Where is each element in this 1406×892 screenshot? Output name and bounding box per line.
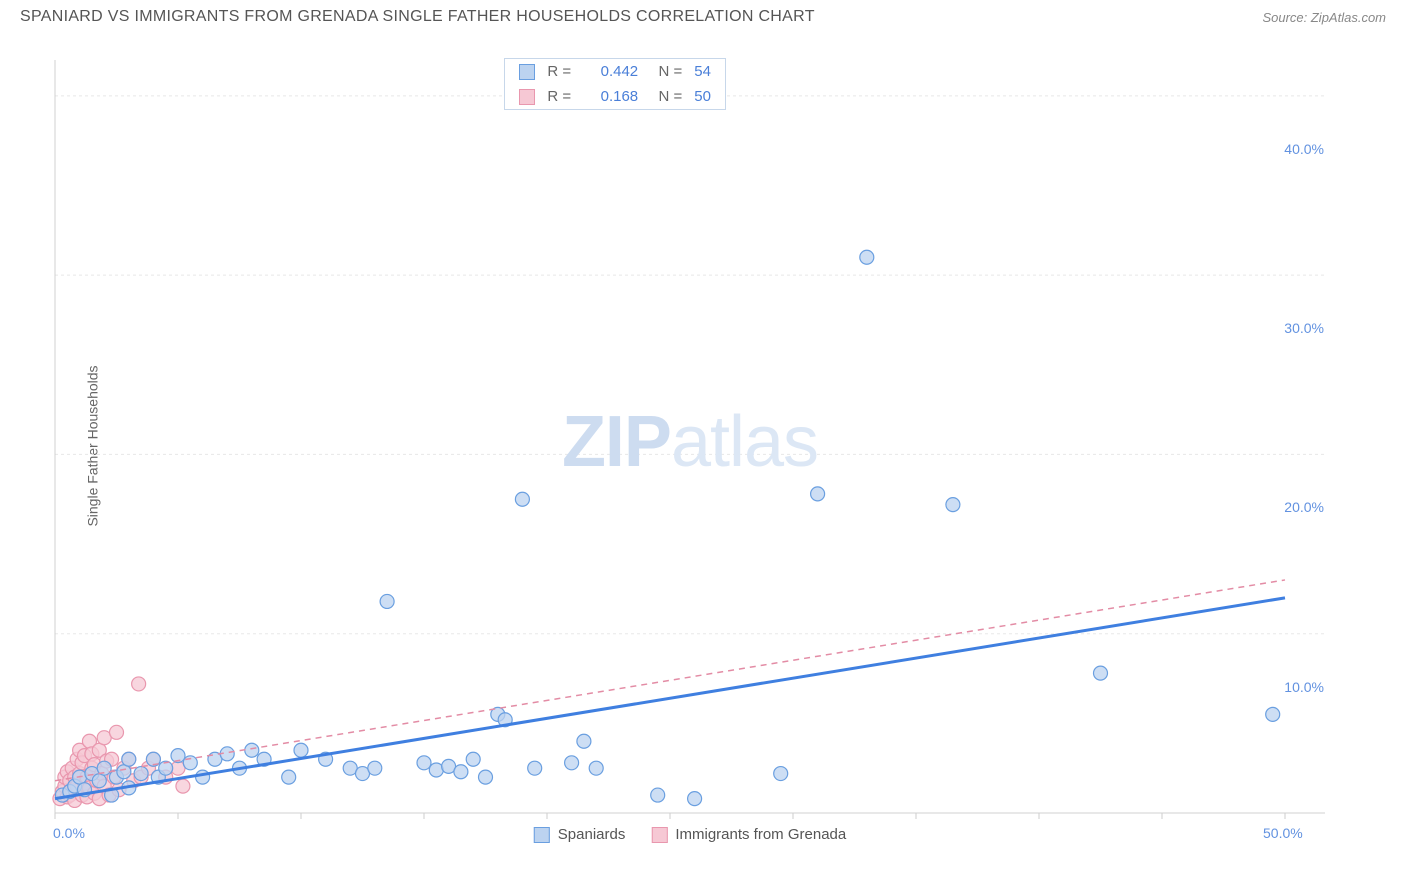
stat-n-label: N = <box>650 63 682 80</box>
y-tick-label: 30.0% <box>1284 320 1324 336</box>
stat-n-label: N = <box>650 88 682 105</box>
stat-n-value: 54 <box>694 63 711 80</box>
series-swatch <box>519 89 535 105</box>
chart-source: Source: ZipAtlas.com <box>1262 10 1386 25</box>
stat-row: R = 0.168 N = 50 <box>505 84 725 109</box>
legend-swatch <box>651 827 667 843</box>
stat-r-label: R = <box>547 88 571 105</box>
chart-header: SPANIARD VS IMMIGRANTS FROM GRENADA SING… <box>0 0 1406 26</box>
correlation-stat-box: R = 0.442 N = 54 R = 0.168 N = 50 <box>504 58 726 110</box>
legend-item: Spaniards <box>534 826 626 843</box>
stat-r-label: R = <box>547 63 571 80</box>
chart-area: ZIPatlas R =0.442 N =54R =0.168 N =50 Sp… <box>50 55 1330 845</box>
legend-label: Spaniards <box>558 826 626 843</box>
legend-item: Immigrants from Grenada <box>651 826 846 843</box>
stat-n-value: 50 <box>694 88 711 105</box>
y-tick-label: 10.0% <box>1284 679 1324 695</box>
legend-bottom: Spaniards Immigrants from Grenada <box>534 826 846 843</box>
x-tick-label: 0.0% <box>53 825 85 841</box>
series-swatch <box>519 64 535 80</box>
x-tick-label: 50.0% <box>1263 825 1303 841</box>
y-tick-label: 40.0% <box>1284 141 1324 157</box>
stat-row: R = 0.442 N = 54 <box>505 59 725 84</box>
chart-title: SPANIARD VS IMMIGRANTS FROM GRENADA SING… <box>20 8 815 26</box>
stat-r-value: 0.168 <box>583 88 638 105</box>
scatter-chart-svg <box>50 55 1330 845</box>
y-tick-label: 20.0% <box>1284 499 1324 515</box>
legend-swatch <box>534 827 550 843</box>
legend-label: Immigrants from Grenada <box>675 826 846 843</box>
stat-r-value: 0.442 <box>583 63 638 80</box>
